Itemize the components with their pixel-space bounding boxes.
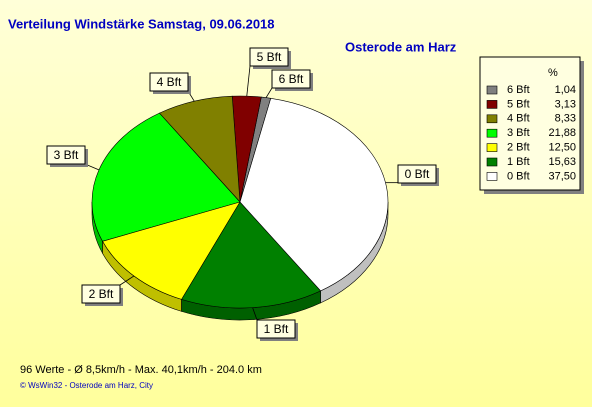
legend-label: 3 Bft: [507, 127, 530, 139]
label-box: [46, 145, 86, 165]
legend-box: [479, 56, 581, 191]
legend-swatch: [486, 157, 498, 167]
pie-slice: [239, 97, 389, 292]
legend-swatch: [486, 143, 498, 152]
legend-swatch: [486, 114, 498, 124]
slice-label: 6 Bft: [279, 72, 304, 86]
legend-value: 15,63: [548, 156, 576, 168]
leader-line: [265, 87, 273, 98]
chart-subtitle: Osterode am Harz: [345, 39, 457, 54]
label-box: [397, 164, 437, 184]
slice-label: 4 Bft: [157, 75, 182, 89]
legend-value: 37,50: [548, 170, 576, 182]
slice-label: 2 Bft: [89, 287, 114, 301]
label-box: [256, 319, 296, 339]
legend-value: 21,88: [548, 127, 576, 139]
pie-slice: [91, 112, 241, 242]
leader-line: [119, 275, 135, 286]
legend-label: 2 Bft: [507, 142, 530, 154]
legend-label: 4 Bft: [507, 113, 530, 125]
copyright: © WsWin32 - Osterode am Harz, City: [20, 381, 153, 390]
pie-slice: [102, 201, 241, 300]
label-box: [149, 72, 189, 92]
legend-label: 6 Bft: [507, 84, 530, 96]
legend-value: 1,04: [555, 84, 576, 96]
legend-label: 1 Bft: [507, 156, 530, 168]
slice-label: 5 Bft: [257, 50, 282, 64]
legend-label: 0 Bft: [507, 170, 530, 182]
label-box: [249, 47, 289, 67]
pie-slice: [181, 201, 322, 309]
slice-label: 0 Bft: [405, 167, 430, 181]
legend-swatch: [486, 100, 498, 109]
legend-value: 12,50: [548, 142, 576, 154]
legend-value: 3,13: [555, 98, 576, 110]
legend-value: 8,33: [555, 113, 576, 125]
chart-title: Verteilung Windstärke Samstag, 09.06.201…: [8, 16, 275, 31]
leader-line: [246, 65, 251, 97]
footer: 96 Werte - Ø 8,5km/h - Max. 40,1km/h - 2…: [20, 364, 262, 376]
legend-label: 5 Bft: [507, 98, 530, 110]
legend-swatch: [486, 128, 498, 138]
slice-label: 3 Bft: [54, 148, 79, 162]
legend-title: %: [548, 67, 558, 79]
legend-swatch: [486, 85, 498, 95]
leader-line: [252, 307, 258, 321]
slice-label: 1 Bft: [264, 322, 289, 336]
label-box: [271, 69, 311, 89]
label-box: [81, 284, 121, 304]
legend-swatch: [486, 172, 498, 181]
